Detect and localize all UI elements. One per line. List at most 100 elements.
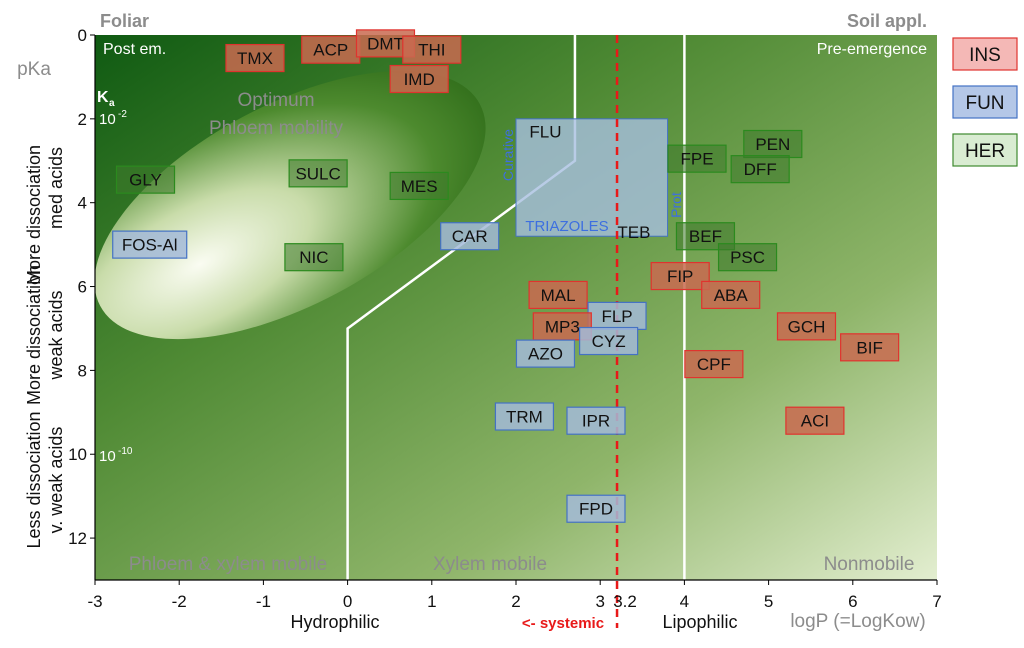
point-box xyxy=(389,64,449,94)
weak-acids-label-2: weak acids xyxy=(46,290,66,380)
point-label: ABA xyxy=(714,286,749,305)
point-box xyxy=(701,280,761,310)
x-tick-label: 2 xyxy=(511,592,520,611)
point-fos-al: FOS-Al xyxy=(112,230,188,259)
more-dissociation-label-1: More dissociation xyxy=(24,145,44,285)
point-fpd: FPD xyxy=(566,494,626,523)
point-box xyxy=(515,339,576,368)
legend: INS FUN HER xyxy=(952,37,1018,167)
point-box xyxy=(730,155,790,184)
point-label: CAR xyxy=(452,227,488,246)
point-teb: TEB xyxy=(617,223,650,242)
systemic-label: <- systemic xyxy=(522,615,604,632)
point-label: FIP xyxy=(667,267,693,286)
optimum-ellipse xyxy=(94,70,486,340)
less-dissociation-label-1: Less dissociation xyxy=(24,411,44,548)
y-tick-label: 0 xyxy=(78,26,87,45)
point-label: MP3 xyxy=(545,317,580,336)
point-label: SULC xyxy=(295,164,340,183)
optimum-label-2: Phloem mobility xyxy=(209,118,344,139)
point-imd: IMD xyxy=(389,64,449,94)
point-box xyxy=(840,333,900,362)
point-box xyxy=(528,280,588,310)
x-tick-label: 0 xyxy=(343,592,352,611)
point-box xyxy=(566,494,626,523)
legend-label: INS xyxy=(969,45,1001,66)
optimum-label-1: Optimum xyxy=(237,90,314,111)
point-aba: ABA xyxy=(701,280,761,310)
ka-sub-label: a xyxy=(109,98,115,109)
point-label: FLP xyxy=(601,307,632,326)
point-box xyxy=(776,312,837,341)
x-tick-label: 3 xyxy=(595,592,604,611)
curative-label: Curative xyxy=(500,129,516,181)
point-gly: GLY xyxy=(115,165,176,194)
point-box xyxy=(112,230,188,259)
point-gch: GCH xyxy=(776,312,837,341)
point-box xyxy=(494,402,555,431)
point-box xyxy=(440,222,500,251)
triazoles-box xyxy=(515,118,669,237)
point-label: IPR xyxy=(582,412,610,431)
y-tick-label: 4 xyxy=(78,194,87,213)
point-aci: ACI xyxy=(785,406,845,435)
legend-item-fun: FUN xyxy=(952,85,1018,119)
point-acp: ACP xyxy=(301,35,361,64)
x-tick-label: -1 xyxy=(256,592,271,611)
point-box xyxy=(650,261,710,291)
point-label: TRM xyxy=(506,408,543,427)
legend-swatch xyxy=(952,133,1018,167)
legend-swatch xyxy=(952,85,1018,119)
point-label: GCH xyxy=(788,317,826,336)
point-label: DMT xyxy=(367,34,404,53)
point-box xyxy=(566,406,626,435)
ka-low-exp: -10 xyxy=(118,446,133,457)
point-box xyxy=(402,35,462,64)
zone-right-label: Nonmobile xyxy=(824,554,915,575)
post-em-label: Post em. xyxy=(103,41,166,58)
plot-background xyxy=(94,35,937,580)
point-box xyxy=(717,243,778,272)
x-tick-label: -3 xyxy=(87,592,102,611)
point-flu: FLU xyxy=(529,122,561,141)
foliar-label: Foliar xyxy=(100,11,149,31)
point-nic: NIC xyxy=(284,243,344,272)
ka-low-label: 10 xyxy=(99,448,116,465)
point-label: FLU xyxy=(529,122,561,141)
point-label: GLY xyxy=(129,171,162,190)
point-label: FPE xyxy=(680,150,713,169)
point-label: NIC xyxy=(299,248,328,267)
point-label: IMD xyxy=(404,70,435,89)
legend-item-ins: INS xyxy=(952,37,1018,71)
point-psc: PSC xyxy=(717,243,778,272)
x-tick-label: 7 xyxy=(932,592,941,611)
y-tick-label: 10 xyxy=(68,445,87,464)
legend-label: FUN xyxy=(965,93,1004,114)
y-tick-label: 6 xyxy=(78,278,87,297)
data-points: TMX ACP DMT THI IMD GLY SULC MES NIC FOS-Al CAR FLU… xyxy=(112,29,900,523)
ka-high-exp: -2 xyxy=(118,109,127,120)
point-box xyxy=(667,144,727,173)
pre-emergence-label: Pre-emergence xyxy=(817,41,927,58)
point-box xyxy=(301,35,361,64)
point-mes: MES xyxy=(389,171,449,201)
point-label: FPD xyxy=(579,500,613,519)
x-tick-label: 6 xyxy=(848,592,857,611)
point-label: THI xyxy=(418,41,445,60)
point-label: PSC xyxy=(730,248,765,267)
hydrophilic-label: Hydrophilic xyxy=(290,612,379,632)
point-box xyxy=(225,43,285,73)
x-axis-title: logP (=LogKow) xyxy=(790,611,925,632)
point-box xyxy=(288,159,348,188)
x-tick-label: 4 xyxy=(680,592,689,611)
legend-swatch xyxy=(952,37,1018,71)
annotations: Foliar Soil appl. Post em. Pre-emergence Opt… xyxy=(24,11,927,632)
point-label: TMX xyxy=(237,49,273,68)
point-trm: TRM xyxy=(494,402,555,431)
point-label: MES xyxy=(401,177,438,196)
point-sulc: SULC xyxy=(288,159,348,188)
x-tick-label-extra: 3.2 xyxy=(613,592,637,611)
